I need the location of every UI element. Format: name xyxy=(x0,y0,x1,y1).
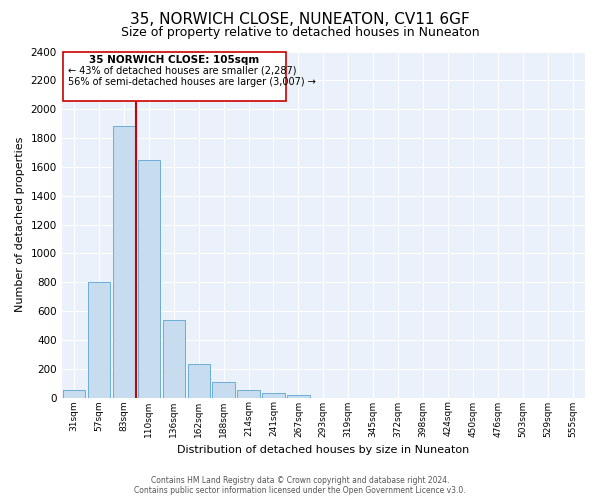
Text: 35 NORWICH CLOSE: 105sqm: 35 NORWICH CLOSE: 105sqm xyxy=(89,55,260,65)
Text: ← 43% of detached houses are smaller (2,287): ← 43% of detached houses are smaller (2,… xyxy=(68,66,296,76)
Bar xyxy=(262,393,285,398)
Bar xyxy=(238,390,260,398)
Bar xyxy=(113,126,135,398)
Bar xyxy=(212,382,235,398)
Bar xyxy=(163,320,185,398)
Text: 35, NORWICH CLOSE, NUNEATON, CV11 6GF: 35, NORWICH CLOSE, NUNEATON, CV11 6GF xyxy=(130,12,470,28)
Bar xyxy=(188,364,210,398)
Y-axis label: Number of detached properties: Number of detached properties xyxy=(15,137,25,312)
X-axis label: Distribution of detached houses by size in Nuneaton: Distribution of detached houses by size … xyxy=(177,445,469,455)
Bar xyxy=(287,396,310,398)
Text: 56% of semi-detached houses are larger (3,007) →: 56% of semi-detached houses are larger (… xyxy=(68,78,316,88)
Text: Contains HM Land Registry data © Crown copyright and database right 2024.
Contai: Contains HM Land Registry data © Crown c… xyxy=(134,476,466,495)
Bar xyxy=(88,282,110,398)
Bar xyxy=(137,160,160,398)
Bar xyxy=(63,390,85,398)
FancyBboxPatch shape xyxy=(63,52,286,100)
Text: Size of property relative to detached houses in Nuneaton: Size of property relative to detached ho… xyxy=(121,26,479,39)
